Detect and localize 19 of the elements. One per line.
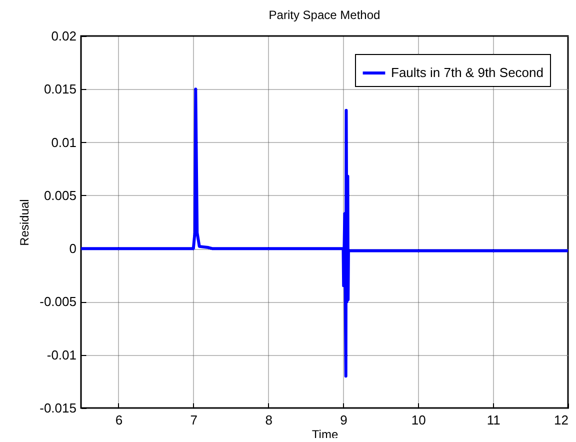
line-series	[81, 88, 568, 378]
y-tick-label: 0	[69, 241, 76, 256]
y-tick-label: 0.01	[51, 134, 76, 150]
x-tick-label: 6	[115, 412, 123, 428]
x-tick-label: 12	[554, 412, 568, 428]
y-axis-title: Residual	[18, 199, 32, 246]
x-tick-label: 10	[411, 412, 426, 428]
y-tick-label: -0.015	[40, 400, 76, 416]
x-tick-label: 7	[190, 412, 198, 428]
legend-label: Faults in 7th & 9th Second	[391, 65, 544, 80]
y-tick-label: 0.005	[44, 188, 76, 203]
y-tick-label: 0.015	[44, 82, 76, 97]
y-tick-label: 0.02	[51, 28, 76, 44]
y-tick-label: -0.01	[46, 347, 76, 362]
y-tick-label: -0.005	[40, 294, 76, 310]
chart-title: Parity Space Method	[268, 8, 380, 22]
x-tick-label: 9	[340, 412, 348, 428]
x-tick-label: 11	[486, 412, 500, 428]
x-tick-label: 8	[265, 412, 272, 428]
